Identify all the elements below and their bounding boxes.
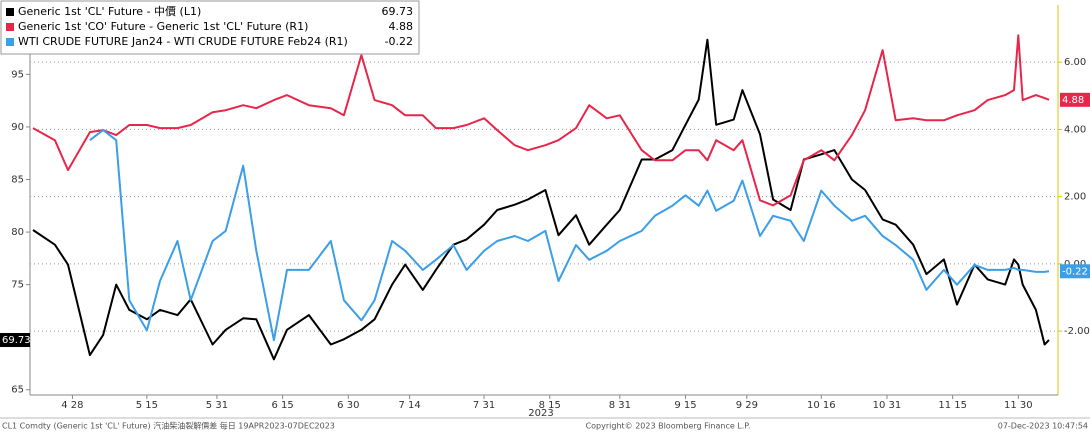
legend-label: Generic 1st 'CO' Future - Generic 1st 'C…	[18, 20, 308, 33]
x-tick-label: 11 30	[1004, 400, 1033, 411]
x-axis-year: 2023	[528, 408, 553, 419]
value-badge-label: -0.22	[1062, 266, 1088, 277]
x-tick-label: 10 31	[873, 400, 902, 411]
legend-label: WTI CRUDE FUTURE Jan24 - WTI CRUDE FUTUR…	[18, 35, 348, 48]
x-tick-label: 7 14	[398, 400, 420, 411]
x-tick-label: 7 31	[473, 400, 495, 411]
y-tick-label: 95	[11, 69, 24, 80]
x-tick-label: 9 15	[674, 400, 696, 411]
value-badge	[1060, 92, 1090, 107]
y2-tick-label: 4.00	[1064, 124, 1086, 135]
footer-center: Copyright© 2023 Bloomberg Finance L.P.	[586, 422, 751, 431]
x-tick-label: 8 15	[539, 400, 561, 411]
legend-swatch	[6, 8, 14, 16]
y2-tick-label: 6.00	[1064, 57, 1086, 68]
x-tick-label: 4 28	[61, 400, 83, 411]
footer-right: 07-Dec-2023 10:47:54	[998, 422, 1088, 431]
legend-label: Generic 1st 'CL' Future - 中價 (L1)	[18, 4, 201, 18]
y-tick-label: 85	[11, 175, 24, 186]
value-badge-label: 4.88	[1062, 95, 1084, 106]
y-tick-label: 90	[11, 122, 24, 133]
x-tick-label: 5 31	[206, 400, 228, 411]
y2-tick-label: -2.00	[1064, 326, 1090, 337]
legend-value: -0.22	[385, 35, 413, 48]
x-tick-label: 9 29	[736, 400, 758, 411]
x-tick-label: 6 15	[271, 400, 293, 411]
legend-swatch	[6, 23, 14, 31]
series-line	[89, 129, 1050, 342]
x-tick-label: 8 31	[609, 400, 631, 411]
y-tick-label: 65	[11, 385, 24, 396]
x-tick-label: 5 15	[136, 400, 158, 411]
y2-tick-label: 2.00	[1064, 192, 1086, 203]
y-tick-label: 80	[11, 227, 24, 238]
legend-box	[0, 0, 420, 55]
footer-left: CL1 Comdty (Generic 1st 'CL' Future) 汽油柴…	[2, 421, 335, 431]
value-badge	[0, 333, 30, 348]
legend-value: 69.73	[382, 5, 414, 18]
x-tick-label: 11 15	[938, 400, 967, 411]
value-badge	[1060, 264, 1090, 279]
value-badge-label: 69.73	[2, 335, 31, 346]
series-line	[32, 38, 1050, 361]
series-line	[32, 34, 1050, 207]
legend-swatch	[6, 38, 14, 46]
y-tick-label: 75	[11, 280, 24, 291]
legend-value: 4.88	[389, 20, 414, 33]
x-tick-label: 6 30	[337, 400, 359, 411]
x-tick-label: 10 16	[807, 400, 836, 411]
